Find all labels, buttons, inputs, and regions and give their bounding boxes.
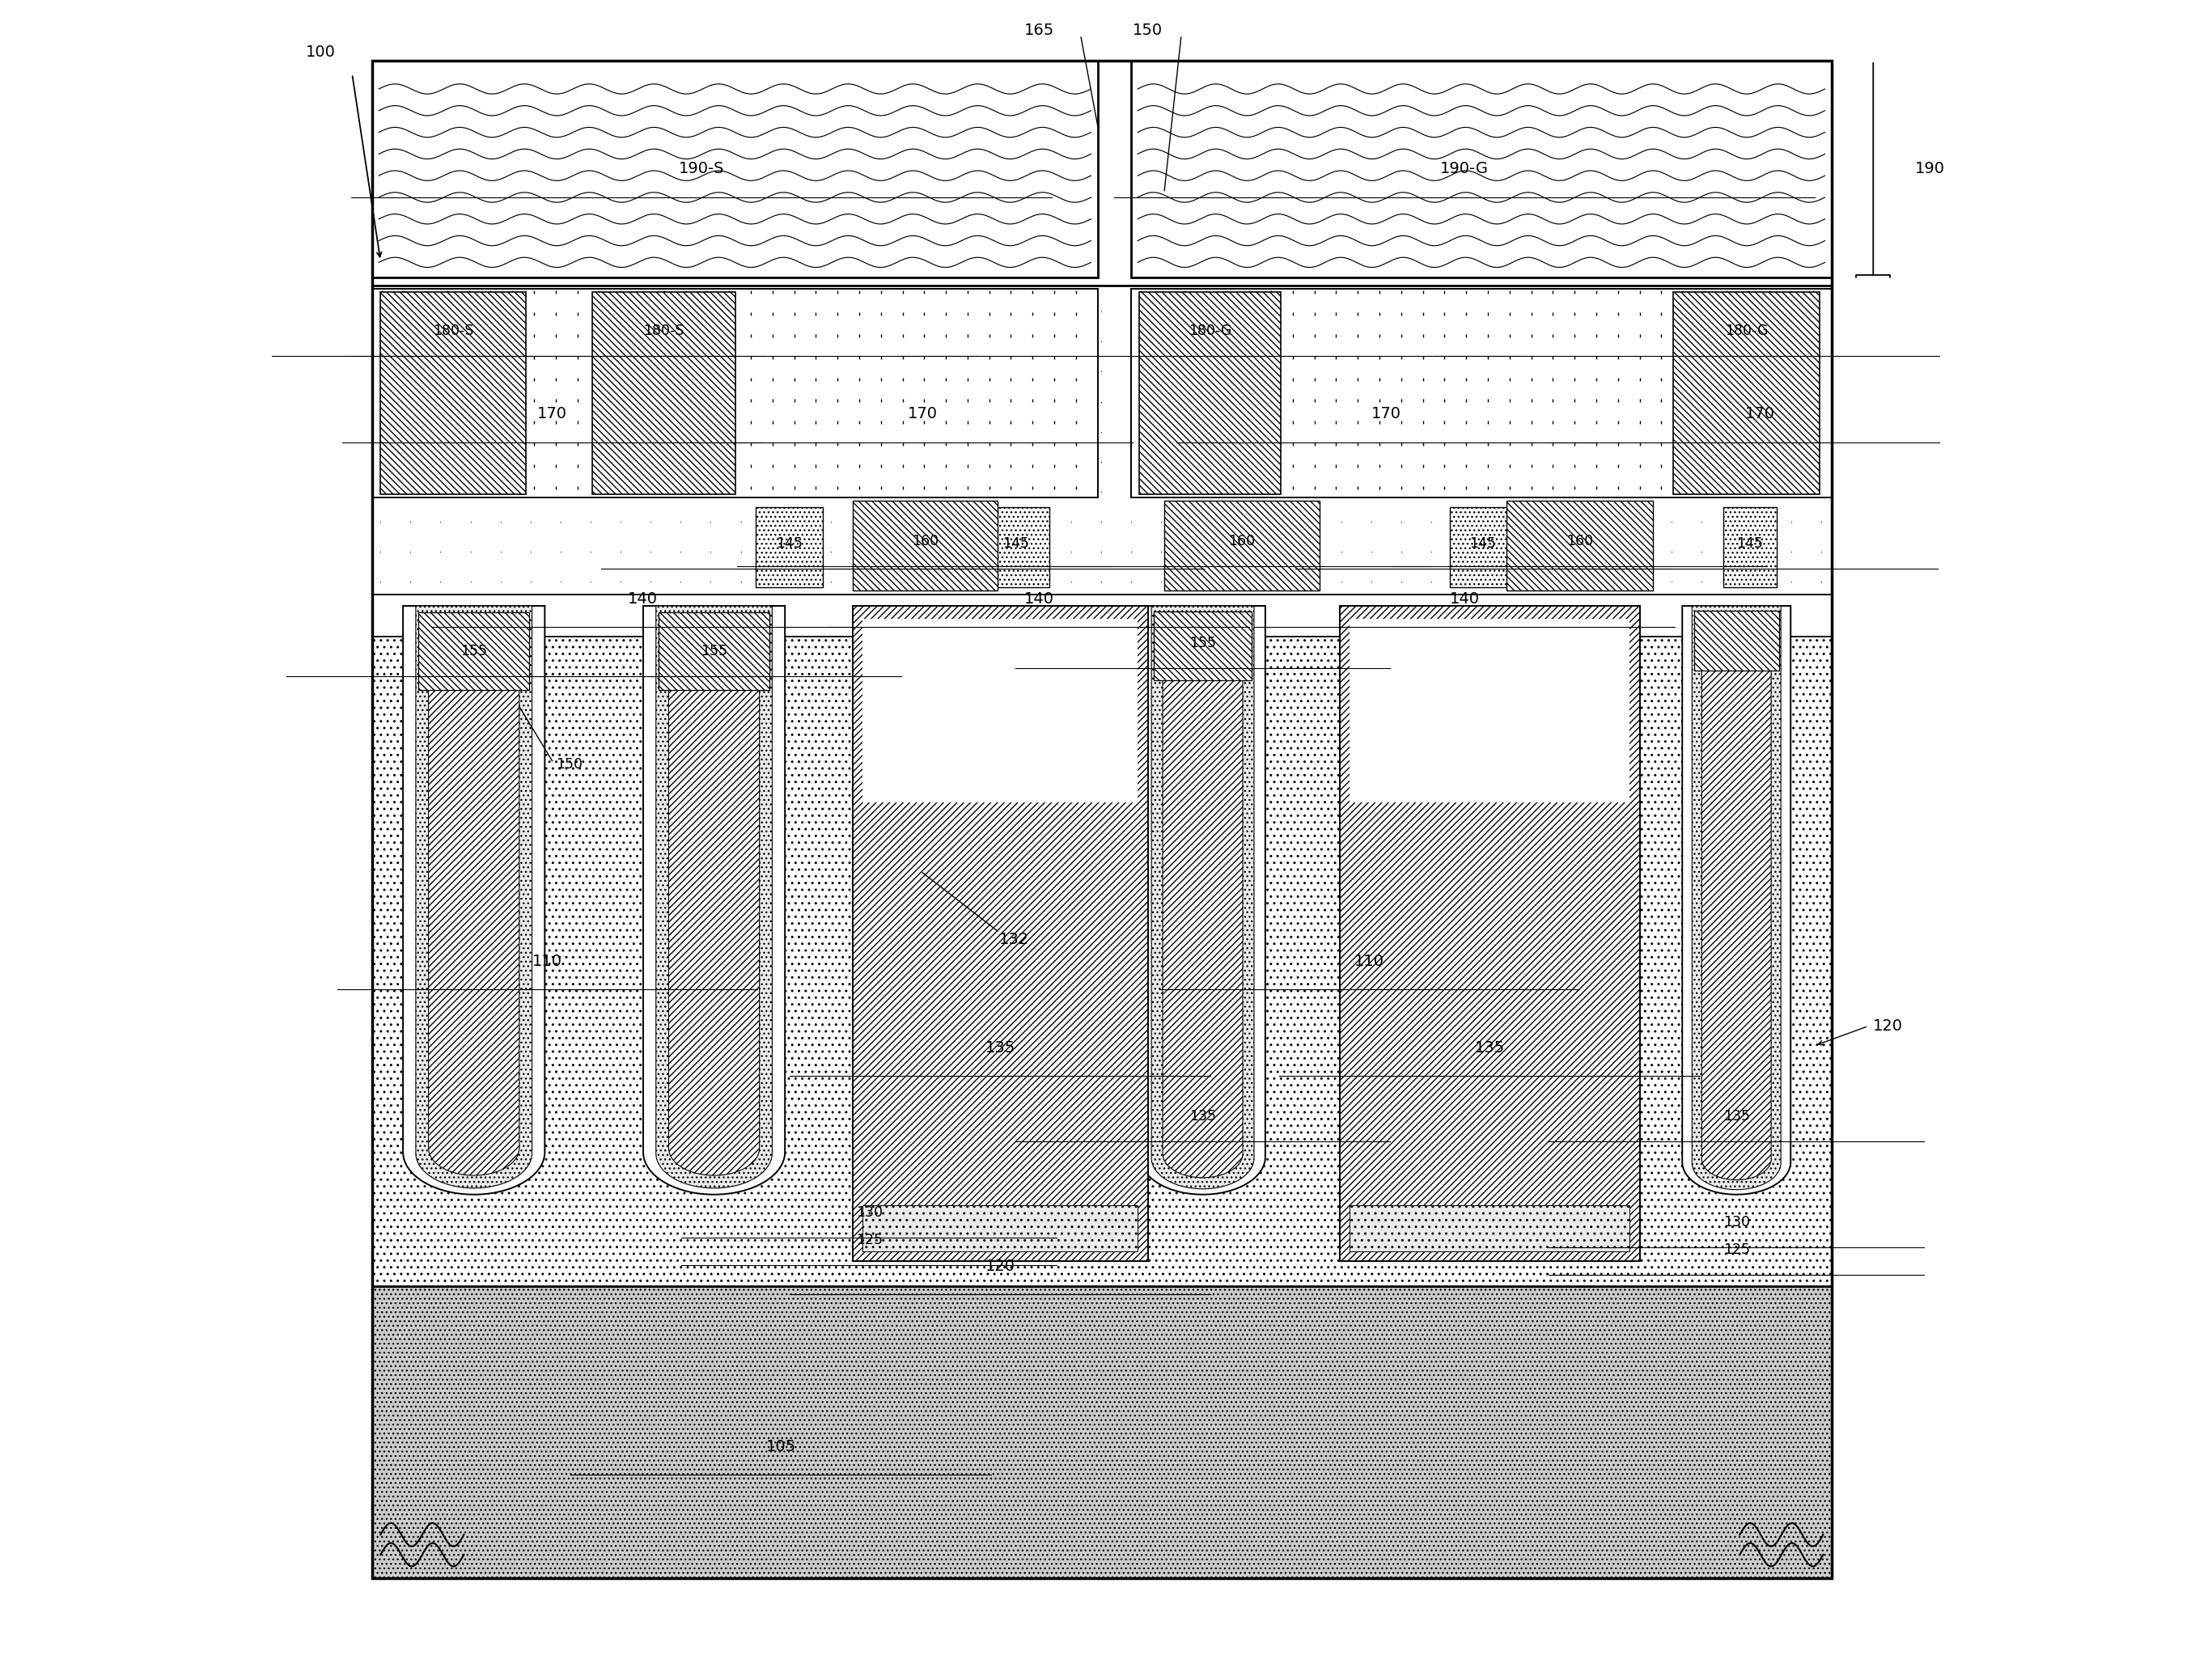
Bar: [1723, 508, 1776, 587]
Bar: [863, 619, 1137, 803]
Bar: [982, 508, 1048, 587]
Text: 120: 120: [984, 1259, 1015, 1274]
Text: 135: 135: [1723, 1109, 1750, 1124]
Text: 155: 155: [1190, 635, 1217, 650]
Text: 190: 190: [1916, 161, 1944, 177]
Text: 140: 140: [1024, 592, 1055, 607]
Bar: [1449, 508, 1515, 587]
Bar: [372, 635, 1832, 1286]
Polygon shape: [1164, 655, 1243, 1177]
Bar: [372, 615, 1832, 635]
Bar: [372, 60, 1097, 278]
Text: 150: 150: [1133, 23, 1164, 38]
Bar: [372, 60, 1832, 1578]
Text: 135: 135: [1190, 1109, 1217, 1124]
Polygon shape: [429, 662, 520, 1175]
Text: 145: 145: [776, 537, 803, 550]
Text: 135: 135: [984, 1040, 1015, 1055]
Text: 100: 100: [305, 45, 336, 60]
Bar: [757, 508, 823, 587]
Text: 170: 170: [907, 406, 938, 421]
Text: 145: 145: [1002, 537, 1029, 550]
Bar: [1506, 502, 1652, 590]
Text: 130: 130: [1723, 1216, 1750, 1229]
Text: 145: 145: [1736, 537, 1763, 550]
Text: 170: 170: [538, 406, 566, 421]
Text: 190-G: 190-G: [1440, 161, 1489, 177]
Text: 180-S: 180-S: [434, 323, 473, 338]
Bar: [1164, 502, 1321, 590]
Text: 180-S: 180-S: [644, 323, 684, 338]
Bar: [1130, 60, 1832, 278]
Text: 160: 160: [1228, 533, 1256, 548]
Text: 110: 110: [533, 953, 562, 968]
Polygon shape: [1152, 605, 1254, 1189]
Bar: [372, 286, 1832, 594]
Text: 160: 160: [1566, 533, 1593, 548]
Bar: [1694, 610, 1778, 670]
Text: 145: 145: [1469, 537, 1495, 550]
Text: 130: 130: [856, 1206, 883, 1221]
Bar: [372, 289, 1097, 498]
Bar: [1672, 293, 1820, 495]
Bar: [593, 293, 737, 495]
Bar: [1349, 619, 1630, 803]
Polygon shape: [1692, 605, 1781, 1189]
Text: 110: 110: [1354, 953, 1385, 968]
Text: 140: 140: [1449, 592, 1480, 607]
Text: 180-G: 180-G: [1188, 323, 1232, 338]
Polygon shape: [1683, 605, 1792, 1194]
Bar: [1155, 612, 1252, 681]
Text: 155: 155: [701, 644, 728, 659]
Text: 120: 120: [1874, 1018, 1902, 1033]
Polygon shape: [1701, 649, 1772, 1180]
Polygon shape: [416, 605, 533, 1189]
Text: 160: 160: [911, 533, 938, 548]
Text: 125: 125: [856, 1232, 883, 1247]
Polygon shape: [1139, 605, 1265, 1194]
Polygon shape: [657, 605, 772, 1189]
Text: 105: 105: [765, 1440, 796, 1455]
Text: 140: 140: [628, 592, 657, 607]
Polygon shape: [403, 605, 544, 1194]
Bar: [1130, 289, 1832, 498]
Bar: [1340, 605, 1639, 1261]
Polygon shape: [644, 605, 785, 1194]
Polygon shape: [668, 662, 759, 1175]
Text: 170: 170: [1745, 406, 1774, 421]
Bar: [852, 605, 1148, 1261]
Text: 170: 170: [1371, 406, 1400, 421]
Text: 165: 165: [1024, 23, 1055, 38]
Bar: [372, 1286, 1832, 1578]
Bar: [1139, 293, 1281, 495]
Bar: [659, 612, 770, 691]
Bar: [1349, 1206, 1630, 1251]
Text: 190-S: 190-S: [679, 161, 723, 177]
Text: 150: 150: [555, 757, 582, 771]
Bar: [380, 293, 526, 495]
Bar: [418, 612, 529, 691]
Text: 155: 155: [460, 644, 487, 659]
Text: 125: 125: [1723, 1242, 1750, 1257]
Bar: [372, 594, 1832, 635]
Text: 180-G: 180-G: [1725, 323, 1767, 338]
Text: 132: 132: [1000, 931, 1029, 946]
Text: 135: 135: [1475, 1040, 1504, 1055]
Bar: [852, 502, 998, 590]
Bar: [863, 1206, 1137, 1251]
